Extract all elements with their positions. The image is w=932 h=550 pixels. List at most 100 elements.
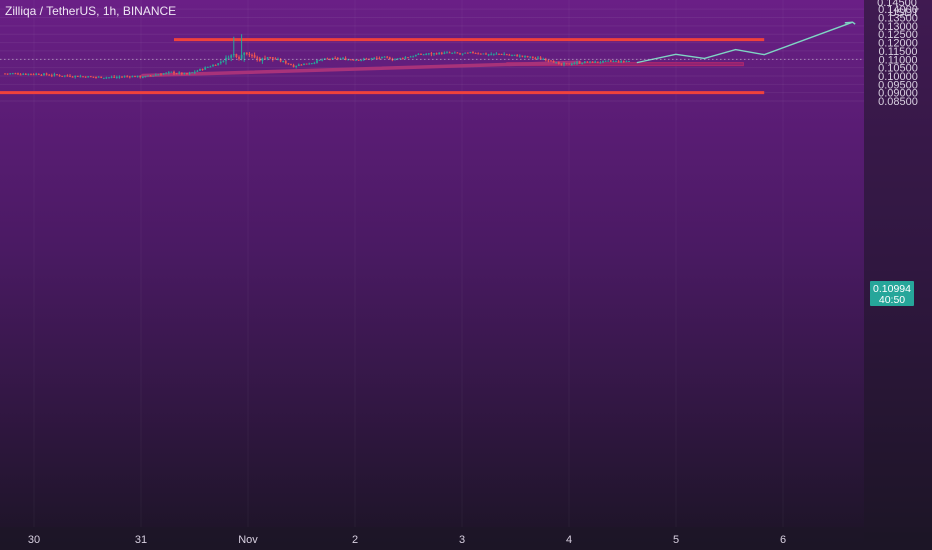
candle-body <box>17 73 19 75</box>
candle-body <box>518 55 521 57</box>
candle-body <box>219 61 222 64</box>
candle-body <box>100 76 103 78</box>
time-axis-band[interactable] <box>0 527 932 550</box>
candle-body <box>625 61 628 63</box>
candle-body <box>394 59 396 61</box>
candle-body <box>552 60 555 63</box>
candle-body <box>35 73 38 75</box>
candle-body <box>622 60 625 62</box>
candle-body <box>438 52 441 55</box>
candle-body <box>292 65 295 67</box>
candle-body <box>256 57 259 59</box>
candle-body <box>310 63 313 65</box>
candle-body <box>261 58 264 61</box>
candle-body <box>487 54 490 56</box>
candle-body <box>214 64 217 66</box>
candle-body <box>152 75 155 77</box>
candle-body <box>516 54 519 57</box>
candle-body <box>396 58 399 60</box>
candle-body <box>355 59 357 61</box>
candle-body <box>212 64 214 67</box>
x-tick-label: 31 <box>135 534 147 546</box>
candle-body <box>170 71 173 73</box>
candle-body <box>521 55 524 57</box>
candle-body <box>401 57 404 59</box>
candle-body <box>321 59 324 61</box>
y-tick-label: 0.13500 <box>878 13 918 25</box>
candle-body <box>102 77 105 79</box>
candle-body <box>186 73 188 75</box>
candle-body <box>66 75 69 77</box>
candle-body <box>290 64 292 66</box>
candle-body <box>227 57 230 59</box>
candle-body <box>578 62 581 64</box>
candle-body <box>188 72 191 75</box>
candle-body <box>89 76 92 78</box>
candle-body <box>505 54 508 56</box>
candle-body <box>141 77 144 79</box>
ascending-trendline[interactable] <box>141 60 582 78</box>
candle-body <box>417 53 420 55</box>
current-price-label: 0.10994 <box>873 283 911 295</box>
candle-body <box>430 53 433 55</box>
candle-body <box>58 75 61 77</box>
candle-body <box>178 72 181 74</box>
x-tick-label: Nov <box>238 534 258 546</box>
candle-body <box>596 61 599 63</box>
candle-body <box>448 52 451 54</box>
candle-body <box>269 56 272 58</box>
candle-body <box>297 64 300 66</box>
candle-body <box>136 75 139 78</box>
candle-body <box>45 73 48 75</box>
projection-line[interactable] <box>636 21 853 64</box>
candle-body <box>206 66 209 68</box>
candle-body <box>404 57 407 59</box>
candle-body <box>373 57 376 59</box>
candle-body <box>375 57 378 59</box>
candle-body <box>498 53 500 55</box>
x-tick-label: 4 <box>566 534 572 546</box>
candle-body <box>412 56 415 58</box>
candle-body <box>175 73 178 75</box>
candle-body <box>469 52 472 54</box>
price-axis-panel[interactable] <box>864 0 932 550</box>
candle-body <box>526 56 529 58</box>
candle-body <box>617 61 620 63</box>
candle-body <box>245 52 248 54</box>
candle-body <box>180 72 183 75</box>
candle-body <box>570 64 573 66</box>
candle-body <box>84 76 87 78</box>
candle-body <box>529 56 532 58</box>
candle-body <box>149 75 152 77</box>
candle-body <box>544 59 547 61</box>
candle-body <box>308 63 311 65</box>
y-tick-label: 0.13000 <box>878 21 918 33</box>
candle-body <box>76 75 79 77</box>
price-axis: 0.140000.135000.130000.125000.120000.115… <box>878 4 918 108</box>
candle-body <box>126 76 129 78</box>
candle-body <box>162 73 165 75</box>
candle-body <box>557 62 560 64</box>
candle-body <box>24 73 27 75</box>
candle-body <box>305 63 308 65</box>
candle-body <box>165 72 168 74</box>
candle-body <box>399 57 402 59</box>
candle-body <box>50 75 53 77</box>
candle-body <box>427 53 430 55</box>
price-axis-currency: USDT <box>889 7 919 19</box>
candle-body <box>456 52 459 54</box>
candle-body <box>594 61 597 63</box>
candle-body <box>183 73 186 75</box>
candle-body <box>628 60 630 62</box>
candle-body <box>615 61 617 63</box>
candle-body <box>420 53 422 55</box>
candle-body <box>357 59 360 61</box>
candle-body <box>433 53 435 55</box>
candle-body <box>555 62 558 64</box>
candle-body <box>609 60 612 62</box>
candle-body <box>349 59 352 61</box>
candle-body <box>586 61 589 63</box>
